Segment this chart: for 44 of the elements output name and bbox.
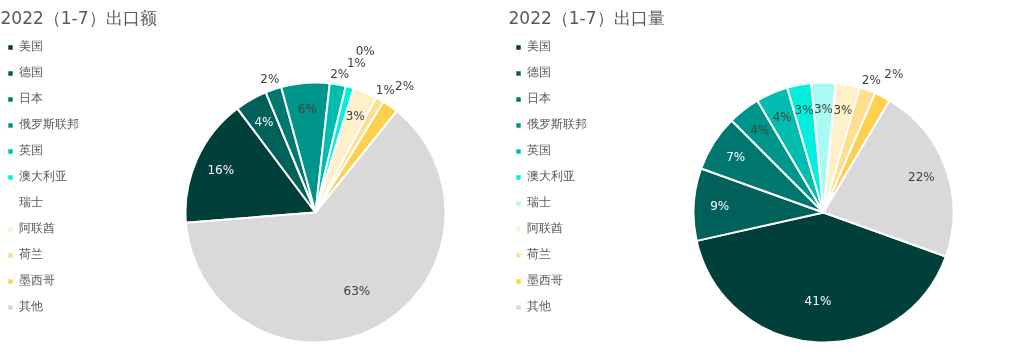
- legend-label: 澳大利亚: [19, 168, 67, 185]
- legend-label: 阿联酋: [527, 220, 563, 237]
- legend-label: 其他: [527, 298, 551, 315]
- legend-label: 英国: [527, 142, 551, 159]
- data-label: 3%: [833, 103, 853, 118]
- data-label: 22%: [908, 170, 935, 185]
- legend-label: 德国: [527, 64, 551, 81]
- category-label: 瑞士: [19, 195, 43, 209]
- data-label: 3%: [345, 109, 365, 124]
- data-label: 4%: [254, 115, 274, 130]
- data-label: 2%: [260, 72, 280, 87]
- legend-label: 俄罗斯联邦: [527, 116, 587, 133]
- data-label: 7%: [726, 149, 746, 164]
- text: 0%: [355, 43, 375, 58]
- legend-label: 瑞士: [527, 194, 551, 211]
- data-label: 3%: [813, 101, 834, 116]
- legend-label: 其他: [19, 298, 43, 315]
- legend-label: 阿联酋: [19, 220, 55, 237]
- legend-label: 日本: [19, 90, 43, 107]
- data-label: 16%: [207, 162, 235, 177]
- data-label: 4%: [772, 110, 792, 125]
- data-label: 9%: [710, 198, 730, 213]
- data-label: 2%: [395, 78, 415, 93]
- chart-title: 2022（1-7）出口额: [0, 7, 157, 28]
- legend-label: 墨西哥: [527, 272, 563, 289]
- data-label: 6%: [297, 101, 317, 116]
- data-label: 3%: [794, 103, 814, 118]
- legend-label: 美国: [19, 38, 43, 55]
- legend-label: 德国: [19, 64, 43, 81]
- chart-title: 2022（1-7）出口量: [508, 7, 665, 28]
- legend-label: 荷兰: [527, 246, 551, 263]
- data-label: 41%: [804, 293, 832, 308]
- legend-label: 墨西哥: [19, 272, 55, 289]
- legend-label: 美国: [527, 38, 551, 55]
- data-label: 2%: [884, 67, 904, 82]
- legend-label: 俄罗斯联邦: [19, 116, 79, 133]
- legend-label: 澳大利亚: [527, 168, 575, 185]
- legend-label: 荷兰: [19, 246, 43, 263]
- data-label: 63%: [343, 283, 371, 298]
- legend-label: 英国: [19, 142, 43, 159]
- data-label: 2%: [861, 72, 881, 87]
- legend-label: 日本: [527, 90, 551, 107]
- data-label: 1%: [375, 83, 395, 98]
- data-label: 4%: [750, 123, 770, 138]
